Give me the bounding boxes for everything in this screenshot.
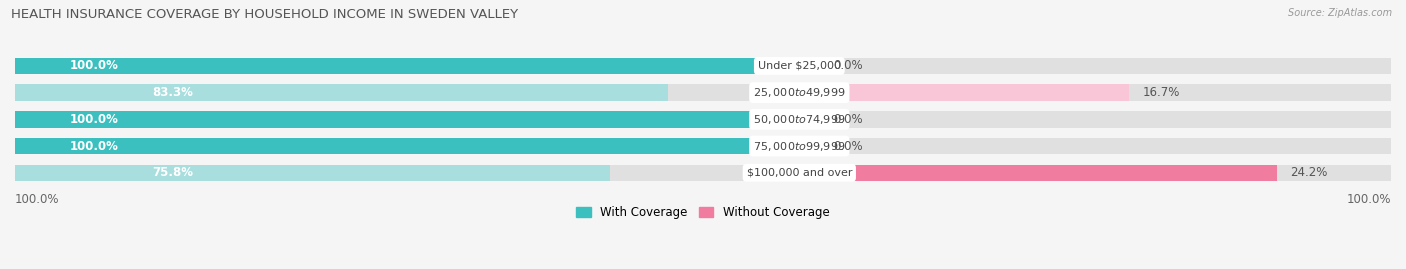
Text: 0.0%: 0.0% xyxy=(834,113,863,126)
Text: 16.7%: 16.7% xyxy=(1143,86,1180,99)
Text: 100.0%: 100.0% xyxy=(70,59,120,72)
Bar xyxy=(15,138,800,154)
Text: 24.2%: 24.2% xyxy=(1291,166,1327,179)
Bar xyxy=(15,84,668,101)
Bar xyxy=(800,84,1129,101)
Text: 0.0%: 0.0% xyxy=(834,140,863,153)
Bar xyxy=(15,138,1391,154)
Text: $100,000 and over: $100,000 and over xyxy=(747,168,852,178)
Bar xyxy=(15,58,800,74)
Text: 100.0%: 100.0% xyxy=(70,113,120,126)
Text: $25,000 to $49,999: $25,000 to $49,999 xyxy=(754,86,845,99)
Text: 100.0%: 100.0% xyxy=(15,193,59,206)
Legend: With Coverage, Without Coverage: With Coverage, Without Coverage xyxy=(576,206,830,219)
Text: $50,000 to $74,999: $50,000 to $74,999 xyxy=(754,113,845,126)
Bar xyxy=(15,84,1391,101)
Bar xyxy=(15,165,1391,181)
Text: HEALTH INSURANCE COVERAGE BY HOUSEHOLD INCOME IN SWEDEN VALLEY: HEALTH INSURANCE COVERAGE BY HOUSEHOLD I… xyxy=(11,8,519,21)
Text: Under $25,000: Under $25,000 xyxy=(758,61,841,71)
Bar xyxy=(15,165,610,181)
Bar xyxy=(15,111,1391,128)
Bar xyxy=(15,111,800,128)
Text: $75,000 to $99,999: $75,000 to $99,999 xyxy=(754,140,845,153)
Text: 100.0%: 100.0% xyxy=(1347,193,1391,206)
Bar xyxy=(15,58,1391,74)
Text: 75.8%: 75.8% xyxy=(153,166,194,179)
Text: 83.3%: 83.3% xyxy=(153,86,194,99)
Text: 0.0%: 0.0% xyxy=(834,59,863,72)
Text: Source: ZipAtlas.com: Source: ZipAtlas.com xyxy=(1288,8,1392,18)
Bar xyxy=(800,165,1277,181)
Text: 100.0%: 100.0% xyxy=(70,140,120,153)
